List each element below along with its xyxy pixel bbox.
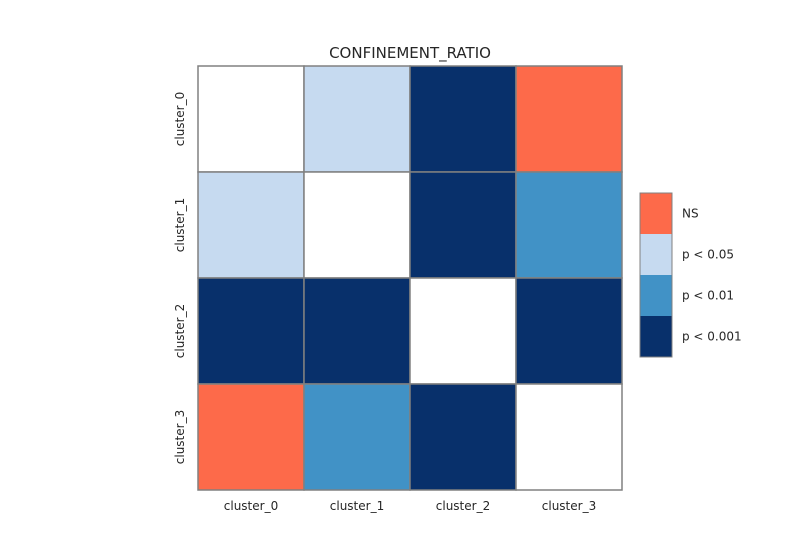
- heatmap-cell-cluster_1-cluster_2: [409, 171, 517, 279]
- x-tick-label: cluster_2: [436, 499, 490, 513]
- heatmap-cell-cluster_1-cluster_1: [303, 171, 411, 279]
- heatmap-cell-cluster_2-cluster_3: [515, 277, 623, 385]
- heatmap-cell-cluster_1-cluster_0: [197, 171, 305, 279]
- heatmap-cell-cluster_2-cluster_0: [197, 277, 305, 385]
- chart-title: CONFINEMENT_RATIO: [329, 44, 491, 63]
- y-tick-label: cluster_2: [173, 304, 187, 358]
- legend-swatch: [640, 234, 672, 275]
- heatmap-cell-cluster_0-cluster_1: [303, 65, 411, 173]
- legend-border: [639, 192, 673, 358]
- y-tick-label: cluster_1: [173, 198, 187, 252]
- x-tick-labels: cluster_0 cluster_1 cluster_2 cluster_3: [224, 499, 596, 513]
- heatmap-cell-cluster_1-cluster_3: [515, 171, 623, 279]
- x-tick-label: cluster_0: [224, 499, 278, 513]
- y-tick-label: cluster_0: [173, 92, 187, 146]
- heatmap-cell-cluster_3-cluster_1: [303, 383, 411, 491]
- heatmap-cell-cluster_3-cluster_3: [515, 383, 623, 491]
- legend-label: p < 0.01: [682, 289, 734, 303]
- legend-label: p < 0.001: [682, 330, 742, 344]
- legend-swatch: [640, 193, 672, 234]
- heatmap-cell-cluster_3-cluster_0: [197, 383, 305, 491]
- x-tick-label: cluster_1: [330, 499, 384, 513]
- heatmap-cells: [197, 65, 623, 491]
- legend-label: p < 0.05: [682, 248, 734, 262]
- legend-swatch: [640, 275, 672, 316]
- heatmap-cell-cluster_2-cluster_2: [409, 277, 517, 385]
- heatmap-cell-cluster_0-cluster_2: [409, 65, 517, 173]
- legend-label: NS: [682, 207, 699, 221]
- y-tick-label: cluster_3: [173, 410, 187, 464]
- heatmap-cell-cluster_0-cluster_0: [197, 65, 305, 173]
- x-tick-label: cluster_3: [542, 499, 596, 513]
- legend: NS p < 0.05 p < 0.01 p < 0.001: [639, 192, 742, 358]
- y-tick-labels: cluster_0 cluster_1 cluster_2 cluster_3: [173, 92, 187, 464]
- heatmap-cell-cluster_3-cluster_2: [409, 383, 517, 491]
- heatmap-cell-cluster_0-cluster_3: [515, 65, 623, 173]
- heatmap-cell-cluster_2-cluster_1: [303, 277, 411, 385]
- legend-swatch: [640, 316, 672, 357]
